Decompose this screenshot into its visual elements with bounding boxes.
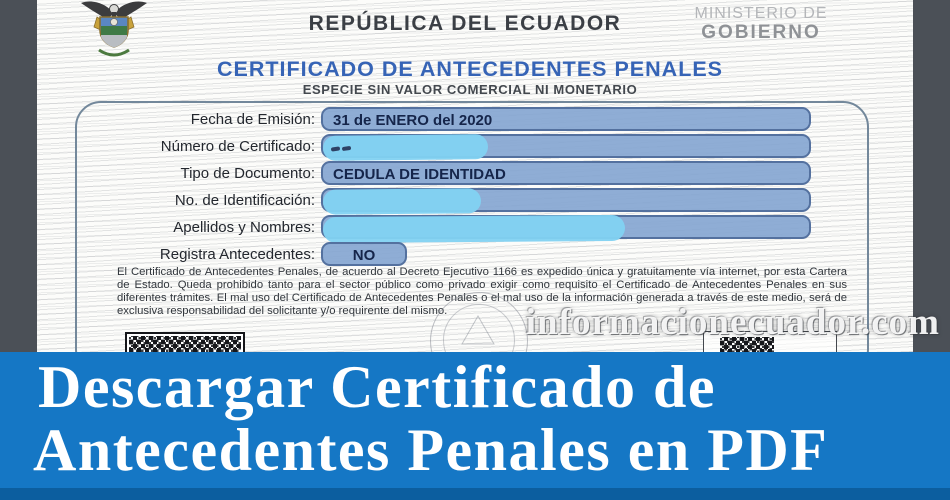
- ministry-logo: MINISTERIO DE GOBIERNO: [691, 5, 831, 43]
- republic-title: REPÚBLICA DEL ECUADOR: [308, 12, 622, 35]
- site-watermark: informacionecuador.com: [525, 302, 940, 343]
- field-label-numero-certificado: Número de Certificado:: [160, 138, 315, 155]
- banner-title-line1: Descargar Certificado de: [38, 354, 717, 420]
- legal-disclaimer-text: El Certificado de Antecedentes Penales, …: [117, 266, 847, 317]
- field-value-tipo-documento: CEDULA DE IDENTIDAD: [321, 161, 811, 185]
- field-label-apellidos: Apellidos y Nombres:: [173, 219, 315, 236]
- banner-bottom-strip: [0, 488, 950, 500]
- banner-title-line2: Antecedentes Penales en PDF: [33, 417, 829, 483]
- certificate-paper: REPÚBLICA DEL ECUADOR MINISTERIO DE GOBI…: [37, 0, 913, 352]
- ecuador-coat-of-arms-icon: [81, 1, 147, 57]
- form-border-box: [75, 101, 869, 352]
- redaction-overlay: [322, 188, 482, 215]
- field-label-tipo-documento: Tipo de Documento:: [180, 165, 315, 182]
- certificate-title: CERTIFICADO DE ANTECEDENTES PENALES: [216, 57, 724, 81]
- field-label-identificacion: No. de Identificación:: [174, 192, 315, 209]
- redaction-overlay: [322, 134, 489, 161]
- seal-triangle-icon: [461, 314, 495, 345]
- field-value-fecha-emision: 31 de ENERO del 2020: [321, 107, 811, 131]
- field-label-fecha-emision: Fecha de Emisión:: [190, 111, 315, 128]
- ministry-line1: MINISTERIO DE: [694, 5, 828, 22]
- certificate-subtitle: ESPECIE SIN VALOR COMERCIAL NI MONETARIO: [302, 82, 638, 97]
- ministry-line2: GOBIERNO: [701, 21, 821, 43]
- field-value-registra-antecedentes: NO: [321, 242, 407, 266]
- qr-code-right: [703, 331, 837, 352]
- qr-code-left: [125, 332, 245, 352]
- title-banner: Descargar Certificado de Antecedentes Pe…: [0, 352, 950, 500]
- redaction-overlay: [322, 214, 626, 244]
- field-label-registra-antecedentes: Registra Antecedentes:: [159, 246, 315, 263]
